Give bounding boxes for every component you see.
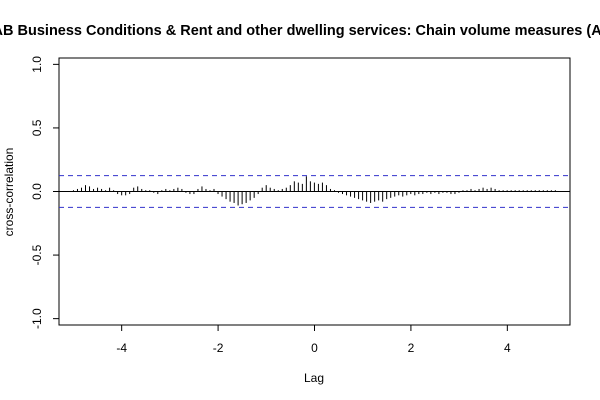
y-axis: -1.0 -0.5 0.0 0.5 1.0 xyxy=(30,56,59,329)
x-tick-label: 4 xyxy=(504,341,511,355)
y-axis-label: cross-correlation xyxy=(2,148,16,237)
chart-title: AB Business Conditions & Rent and other … xyxy=(0,23,600,39)
x-tick-label: 0 xyxy=(311,341,318,355)
x-tick-label: -4 xyxy=(116,341,127,355)
x-tick-label: 2 xyxy=(408,341,415,355)
y-tick-label: -1.0 xyxy=(30,308,44,329)
x-axis-label: Lag xyxy=(304,371,324,385)
y-tick-label: 0.0 xyxy=(30,183,44,200)
y-tick-label: 1.0 xyxy=(30,56,44,73)
correlation-bars xyxy=(73,176,555,205)
y-tick-label: 0.5 xyxy=(30,119,44,136)
y-tick-label: -0.5 xyxy=(30,244,44,265)
x-axis: -4 -2 0 2 4 xyxy=(116,325,511,355)
x-tick-label: -2 xyxy=(213,341,224,355)
